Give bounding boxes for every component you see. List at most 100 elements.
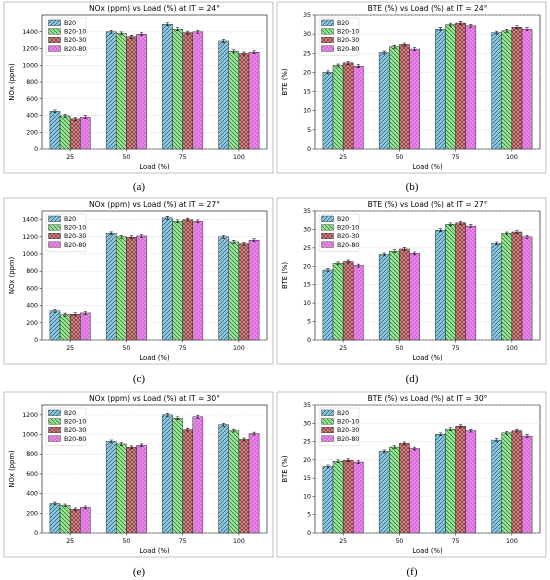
bar-b20-10-50: [389, 250, 400, 341]
legend-swatch: [48, 241, 61, 248]
chart-panel-c: NOx (ppm) vs Load (%) at IT = 27° 0 200 400…: [3, 197, 274, 365]
bar-b20-10-75: [172, 418, 183, 534]
bar-b20-75: [162, 414, 173, 534]
bar-b20-25: [322, 72, 334, 150]
legend-swatch: [321, 418, 334, 425]
error-bar: [459, 424, 463, 428]
x-axis-label: Load (%): [139, 163, 170, 171]
chart-title: BTE (%) vs Load (%) at IT = 27°: [368, 200, 488, 209]
error-bar: [525, 434, 529, 438]
error-bar: [139, 443, 144, 448]
legend-label: B20-80: [337, 436, 359, 443]
error-bar: [382, 252, 386, 257]
error-bar: [175, 27, 180, 31]
bar-b20-80-100: [248, 240, 260, 341]
chart-title: NOx (ppm) vs Load (%) at IT = 24°: [89, 4, 220, 13]
legend-label: B20: [337, 410, 349, 417]
y-tick-label: 600: [26, 471, 38, 478]
bar-b20-30-100: [238, 439, 250, 534]
error-bar: [186, 30, 190, 35]
bar-b20-80-25: [80, 116, 91, 150]
bar-b20-80-75: [465, 225, 477, 341]
bar-b20-30-100: [511, 430, 523, 534]
bar-b20-30-50: [399, 248, 410, 341]
error-bar: [109, 231, 113, 236]
y-tick-label: 5: [307, 512, 311, 519]
bar-b20-100: [491, 439, 502, 534]
bar-b20-80-100: [521, 236, 533, 341]
y-tick-label: 400: [26, 113, 38, 120]
error-bar: [448, 222, 453, 226]
y-axis-label: NOx (ppm): [8, 450, 16, 488]
error-bar: [438, 228, 443, 232]
error-bar: [186, 427, 190, 432]
y-tick-label: 0: [34, 530, 38, 537]
y-tick-label: 10: [303, 108, 311, 115]
bar-b20-80-25: [353, 66, 364, 150]
bar-b20-30-75: [455, 222, 466, 341]
bar-b20-80-75: [465, 25, 477, 150]
error-bar: [356, 64, 360, 69]
x-tick-label: 75: [452, 345, 460, 352]
x-tick-label: 75: [179, 538, 187, 545]
error-bar: [83, 505, 87, 510]
x-tick-label: 25: [66, 345, 74, 352]
bar-b20-50: [378, 451, 390, 534]
legend-swatch: [321, 37, 334, 44]
error-bar: [53, 309, 57, 313]
error-bar: [346, 61, 350, 65]
x-axis-label: Load (%): [412, 354, 443, 362]
y-tick-label: 0: [34, 337, 38, 344]
legend-label: B20-80: [64, 436, 86, 443]
x-tick-label: 25: [66, 538, 74, 545]
bar-b20-30-75: [455, 22, 466, 150]
bar-b20-100: [491, 243, 502, 341]
bar-b20-10-25: [59, 505, 71, 534]
error-bar: [336, 459, 340, 464]
y-tick-label: 1200: [22, 412, 38, 419]
y-tick-label: 600: [26, 96, 38, 103]
bar-b20-10-100: [228, 430, 240, 534]
y-tick-label: 20: [303, 457, 311, 464]
bar-b20-30-75: [182, 429, 193, 534]
error-bar: [222, 423, 226, 427]
bar-b20-10-50: [116, 443, 127, 534]
legend-label: B20-10: [337, 29, 359, 36]
legend-swatch: [321, 409, 334, 416]
error-bar: [165, 413, 170, 417]
error-bar: [165, 22, 170, 26]
chart-title: BTE (%) vs Load (%) at IT = 24°: [368, 4, 488, 13]
x-tick-label: 100: [233, 345, 245, 352]
error-bar: [515, 230, 519, 234]
bar-b20-80-50: [409, 448, 420, 534]
legend-label: B20-80: [337, 46, 359, 53]
y-axis-label: BTE (%): [281, 262, 289, 289]
bar-b20-25: [49, 111, 61, 150]
x-tick-label: 100: [233, 538, 245, 545]
error-bar: [505, 28, 509, 33]
x-tick-label: 25: [66, 154, 74, 161]
error-bar: [438, 432, 443, 436]
bar-b20-10-100: [228, 241, 240, 341]
y-tick-label: 30: [303, 420, 311, 427]
bar-b20-10-100: [228, 51, 240, 150]
legend-label: B20-80: [64, 242, 86, 249]
y-tick-label: 600: [26, 285, 38, 292]
x-tick-label: 75: [179, 154, 187, 161]
error-bar: [232, 49, 236, 54]
legend-swatch: [48, 435, 61, 442]
bar-b20-80-75: [192, 221, 204, 341]
error-bar: [448, 427, 453, 431]
bar-b20-80-75: [192, 31, 204, 150]
bar-b20-80-25: [80, 507, 91, 534]
bar-b20-75: [435, 28, 446, 150]
y-tick-label: 1200: [22, 46, 38, 53]
bar-b20-80-100: [521, 28, 533, 150]
error-bar: [175, 219, 180, 224]
error-bar: [438, 27, 443, 31]
error-bar: [525, 235, 529, 239]
